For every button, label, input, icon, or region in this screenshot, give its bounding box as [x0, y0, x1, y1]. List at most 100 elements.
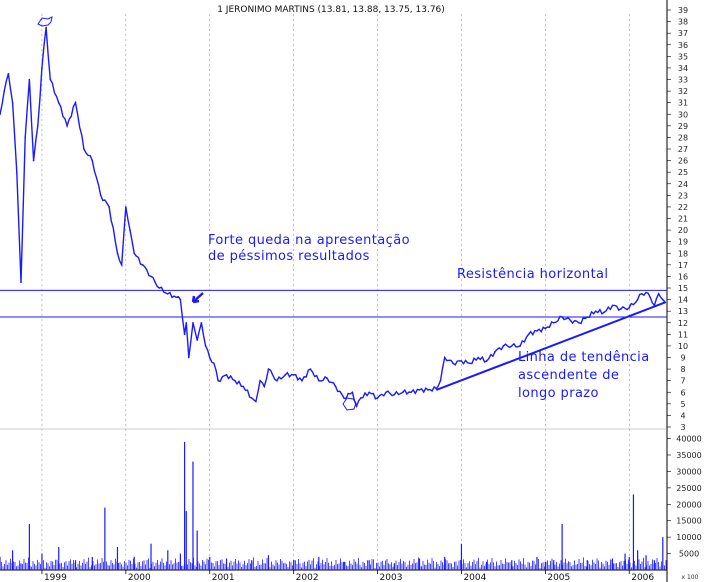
- price-point: [3, 90, 5, 92]
- price-point: [66, 125, 68, 127]
- price-point: [611, 304, 614, 307]
- volume-tick-label: 10000: [676, 533, 701, 542]
- price-point: [32, 159, 35, 162]
- volume-tick-label: 30000: [676, 467, 701, 476]
- price-tick-label: 37: [678, 29, 688, 38]
- price-point: [141, 264, 144, 266]
- price-point: [15, 171, 18, 173]
- price-point: [657, 292, 660, 295]
- price-point: [11, 101, 14, 104]
- annotation-queda-line2: de péssimos resultados: [208, 249, 370, 264]
- price-point: [641, 292, 643, 295]
- price-tick-label: 15: [678, 284, 688, 293]
- price-point: [120, 264, 123, 266]
- price-point: [649, 296, 652, 299]
- price-point: [439, 379, 442, 382]
- price-point: [185, 321, 188, 324]
- price-point: [536, 330, 538, 332]
- grid-lines: [41, 14, 630, 570]
- price-tick-label: 8: [680, 365, 685, 374]
- price-point: [175, 296, 177, 299]
- price-point: [183, 333, 186, 336]
- trend-line: [435, 301, 666, 391]
- price-point: [192, 321, 194, 324]
- price-point: [351, 391, 354, 394]
- price-tick-label: 31: [678, 99, 688, 108]
- price-tick-label: 16: [678, 272, 688, 281]
- price-point: [594, 310, 597, 312]
- price-point: [36, 125, 39, 127]
- price-point: [544, 327, 547, 330]
- price-tick-label: 39: [678, 6, 688, 15]
- price-tick-label: 17: [678, 261, 688, 270]
- x-tick-label: 2003: [380, 573, 403, 582]
- volume-axis-ticks: 5000 10000 15000 20000 25000 30000 35000 40000: [667, 435, 702, 559]
- price-tick-label: 20: [678, 226, 688, 235]
- price-tick-label: 5: [680, 400, 685, 409]
- price-point: [510, 345, 513, 347]
- price-point: [234, 379, 236, 382]
- price-point: [0, 113, 1, 116]
- price-point: [645, 291, 647, 294]
- price-point: [242, 385, 245, 388]
- price-point: [485, 360, 488, 362]
- x-tick-label: 2006: [631, 573, 654, 582]
- price-tick-label: 29: [678, 122, 688, 131]
- price-point: [376, 397, 379, 399]
- price-point: [418, 389, 421, 391]
- price-tick-label: 33: [678, 76, 688, 85]
- price-tick-label: 22: [678, 203, 688, 212]
- annotation-linha: Linha de tendência ascendente de longo p…: [518, 350, 650, 401]
- price-tick-label: 18: [678, 249, 688, 258]
- price-point: [187, 356, 190, 359]
- price-point: [334, 385, 337, 388]
- price-point: [460, 360, 463, 362]
- annotation-linha-line3: longo prazo: [518, 386, 599, 401]
- volume-tick-label: 40000: [676, 435, 701, 444]
- price-tick-label: 30: [678, 110, 688, 119]
- price-point: [255, 400, 257, 403]
- price-tick-label: 3: [680, 423, 685, 432]
- price-point: [620, 308, 622, 310]
- price-tick-label: 4: [680, 411, 685, 420]
- price-point: [200, 321, 203, 324]
- annotation-queda-line1: Forte queda na apresentação: [208, 233, 410, 248]
- price-point: [250, 397, 253, 399]
- price-point: [385, 391, 387, 394]
- volume-tick-label: 35000: [676, 451, 701, 460]
- price-point: [49, 78, 52, 81]
- price-tick-label: 38: [678, 18, 688, 27]
- price-point: [494, 350, 496, 353]
- volume-bars: [0, 441, 667, 570]
- price-point: [204, 345, 207, 347]
- volume-tick-label: 15000: [676, 517, 701, 526]
- bear-icon: [342, 397, 357, 411]
- price-point: [427, 389, 429, 391]
- price-point: [401, 391, 404, 394]
- price-tick-label: 35: [678, 52, 688, 61]
- price-tick-label: 13: [678, 307, 688, 316]
- volume-tick-label: 5000: [679, 550, 699, 559]
- price-tick-label: 28: [678, 133, 688, 142]
- price-point: [527, 333, 530, 336]
- price-point: [74, 101, 77, 104]
- x-tick-label: 1999: [44, 573, 67, 582]
- price-point: [99, 194, 102, 197]
- x-tick-label: 2000: [128, 573, 151, 582]
- price-point: [477, 356, 480, 359]
- annotation-linha-line1: Linha de tendência: [518, 350, 650, 365]
- price-point: [24, 136, 26, 139]
- price-point: [41, 67, 43, 69]
- price-point: [7, 72, 10, 75]
- annotation-queda: Forte queda na apresentação de péssimos …: [191, 233, 410, 304]
- price-point: [45, 26, 47, 29]
- arrow-icon: [191, 292, 204, 304]
- price-tick-label: 21: [678, 215, 688, 224]
- price-point: [578, 321, 580, 324]
- x-tick-label: 2001: [212, 573, 235, 582]
- price-point: [196, 339, 198, 341]
- annotation-linha-line2: ascendente de: [518, 368, 619, 383]
- x-tick-label: 2002: [296, 573, 319, 582]
- price-point: [636, 298, 639, 301]
